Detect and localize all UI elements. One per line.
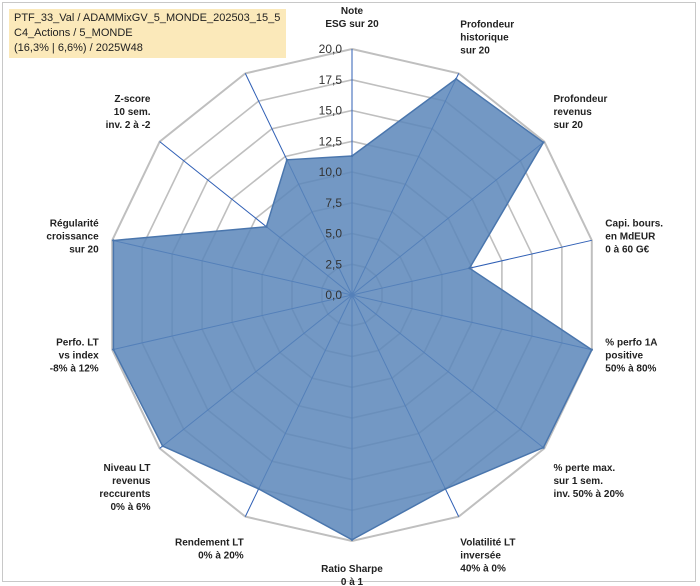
axis-label-1-line-0: Profondeur	[460, 20, 514, 31]
data-point-8	[257, 487, 260, 491]
axis-label-3: Capi. bours. en MdEUR 0 à 60 G€	[605, 218, 663, 255]
axis-label-12: Z-score 10 sem. inv. 2 à -2	[106, 94, 151, 131]
axis-label-10-line-2: -8% à 12%	[50, 364, 99, 375]
axis-label-11-line-2: sur 20	[69, 244, 99, 255]
axis-label-1-line-2: sur 20	[460, 46, 490, 57]
tick-label-1: 2,5	[325, 257, 342, 271]
data-point-4	[590, 348, 593, 351]
title-line-2: C4_Actions / 5_MONDE	[14, 27, 133, 39]
axis-label-3-line-0: Capi. bours.	[605, 218, 663, 229]
axis-label-1-line-1: historique	[460, 33, 509, 44]
data-point-5	[542, 446, 545, 449]
axis-label-6-line-0: Volatilité LT	[460, 538, 515, 549]
axis-label-8-line-1: 0% à 20%	[198, 551, 244, 562]
axis-label-11-line-1: croissance	[46, 231, 99, 242]
axis-label-12-line-0: Z-score	[114, 94, 151, 105]
tick-label-3: 7,5	[325, 196, 342, 210]
axis-label-9: Niveau LT revenus reccurents 0% à 6%	[99, 463, 151, 513]
axis-label-7: Ratio Sharpe 0 à 1	[321, 564, 383, 586]
tick-label-2: 5,0	[325, 227, 342, 241]
axis-label-9-line-2: reccurents	[99, 489, 151, 500]
axis-label-12-line-1: 10 sem.	[114, 107, 151, 118]
axis-label-1: Profondeur historique sur 20	[460, 20, 514, 57]
chart-title-box: PTF_33_Val / ADAMMixGV_5_MONDE_202503_15…	[9, 9, 286, 58]
radar-series	[112, 77, 593, 541]
axis-label-2-line-1: revenus	[554, 107, 593, 118]
axis-label-4-line-0: % perfo 1A	[605, 338, 657, 349]
data-point-1	[454, 77, 458, 81]
axis-label-11-line-0: Régularité	[50, 218, 99, 229]
axis-label-10-line-0: Perfo. LT	[56, 338, 99, 349]
tick-label-4: 10,0	[319, 165, 343, 179]
axis-label-4: % perfo 1A positive 50% à 80%	[605, 338, 657, 375]
tick-label-5: 12,5	[319, 134, 343, 148]
axis-label-9-line-3: 0% à 6%	[110, 502, 150, 513]
axis-label-10-line-1: vs index	[59, 351, 99, 362]
axis-label-5-line-0: % perte max.	[554, 463, 616, 474]
axis-label-0-line-1: ESG sur 20	[325, 19, 379, 30]
data-point-12	[265, 225, 268, 228]
data-point-10	[112, 348, 115, 351]
axis-label-2-line-2: sur 20	[554, 120, 584, 131]
tick-label-7: 17,5	[319, 73, 343, 87]
data-point-7	[350, 538, 354, 541]
axis-label-3-line-1: en MdEUR	[605, 231, 656, 242]
axis-label-2: Profondeur revenus sur 20	[554, 94, 608, 131]
axis-label-0: Note ESG sur 20	[325, 6, 379, 30]
axis-label-9-line-1: revenus	[112, 476, 151, 487]
data-point-6	[444, 487, 447, 491]
axis-label-6: Volatilité LT inversée 40% à 0%	[460, 538, 515, 575]
axis-label-8-line-0: Rendement LT	[175, 538, 244, 549]
tick-label-0: 0,0	[325, 288, 342, 302]
axis-label-3-line-2: 0 à 60 G€	[605, 244, 649, 255]
axis-label-5-line-1: sur 1 sem.	[554, 476, 604, 487]
title-line-3: (16,3% | 6,6%) / 2025W48	[14, 42, 143, 54]
radar-tick-labels: 0,0 2,5 5,0 7,5 10,0 12,5 15,0 17,5 20,0	[319, 42, 343, 302]
axis-label-8: Rendement LT 0% à 20%	[175, 538, 244, 562]
axis-label-7-line-1: 0 à 1	[341, 577, 364, 586]
series-area	[112, 77, 593, 541]
axis-label-7-line-0: Ratio Sharpe	[321, 564, 383, 575]
axis-label-4-line-2: 50% à 80%	[605, 364, 656, 375]
axis-label-6-line-2: 40% à 0%	[460, 564, 506, 575]
axis-label-12-line-2: inv. 2 à -2	[106, 120, 151, 131]
axis-label-10: Perfo. LT vs index -8% à 12%	[50, 338, 99, 375]
axis-label-2-line-0: Profondeur	[554, 94, 608, 105]
axis-label-9-line-0: Niveau LT	[103, 463, 150, 474]
tick-label-6: 15,0	[319, 104, 343, 118]
data-point-13	[285, 158, 289, 161]
data-point-11	[112, 239, 115, 242]
data-point-0	[350, 154, 354, 158]
data-point-9	[161, 444, 164, 448]
data-point-2	[542, 141, 545, 144]
axis-label-0-line-0: Note	[341, 6, 364, 17]
axis-label-4-line-1: positive	[605, 351, 643, 362]
axis-label-5: % perte max. sur 1 sem. inv. 50% à 20%	[554, 463, 625, 500]
axis-label-6-line-1: inversée	[460, 551, 501, 562]
tick-label-8: 20,0	[319, 42, 343, 56]
axis-label-5-line-2: inv. 50% à 20%	[554, 489, 625, 500]
title-line-1: PTF_33_Val / ADAMMixGV_5_MONDE_202503_15…	[14, 12, 281, 24]
data-point-3	[468, 267, 471, 270]
axis-label-11: Régularité croissance sur 20	[46, 218, 99, 255]
